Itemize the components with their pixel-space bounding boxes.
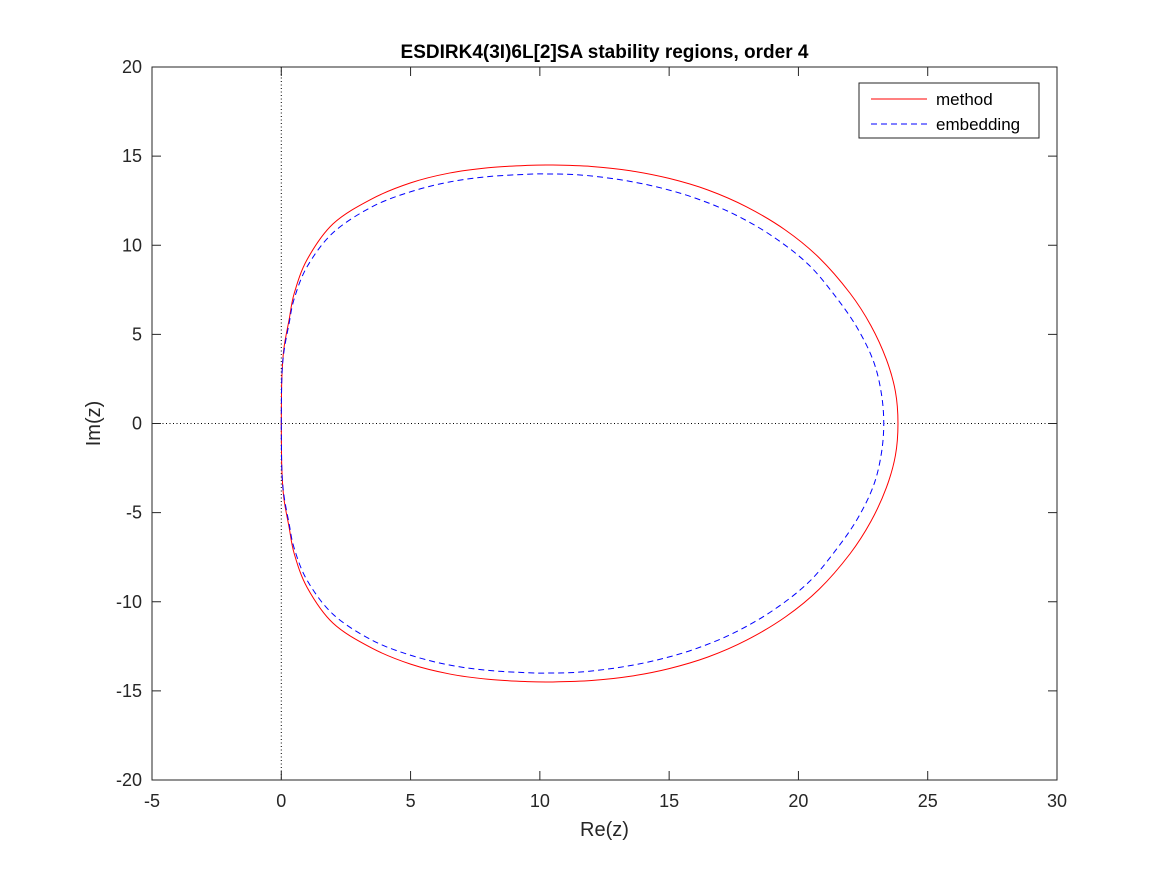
y-tick-label: -15 — [116, 681, 142, 701]
chart-title: ESDIRK4(3I)6L[2]SA stability regions, or… — [401, 42, 809, 63]
series-layer — [280, 164, 899, 683]
x-axis-label: Re(z) — [580, 819, 629, 841]
x-tick-label: 20 — [788, 791, 808, 811]
y-tick-label: 10 — [122, 235, 142, 255]
y-tick-label: -10 — [116, 592, 142, 612]
legend-label-method: method — [936, 90, 993, 109]
ticks: -5 0 5 10 15 20 25 30 -20 -15 -10 -5 0 5 10 15 20 — [116, 57, 1067, 811]
x-tick-label: 5 — [406, 791, 416, 811]
x-tick-label: 0 — [276, 791, 286, 811]
y-tick-label: -20 — [116, 770, 142, 790]
y-tick-label: 20 — [122, 57, 142, 77]
series-method-line — [280, 164, 899, 683]
y-tick-label: 15 — [122, 146, 142, 166]
x-tick-label: 25 — [918, 791, 938, 811]
x-tick-label: -5 — [144, 791, 160, 811]
x-tick-label: 15 — [659, 791, 679, 811]
legend-label-embedding: embedding — [936, 115, 1020, 134]
series-embedding-line — [280, 173, 885, 674]
legend-box — [858, 82, 1040, 139]
x-tick-label: 10 — [530, 791, 550, 811]
y-axis-label: Im(z) — [83, 401, 105, 447]
reference-lines — [152, 67, 1057, 780]
x-tick-label: 30 — [1047, 791, 1067, 811]
y-tick-label: -5 — [126, 503, 142, 523]
y-tick-label: 5 — [132, 324, 142, 344]
legend: method embedding — [858, 82, 1040, 139]
y-tick-label: 0 — [132, 414, 142, 434]
